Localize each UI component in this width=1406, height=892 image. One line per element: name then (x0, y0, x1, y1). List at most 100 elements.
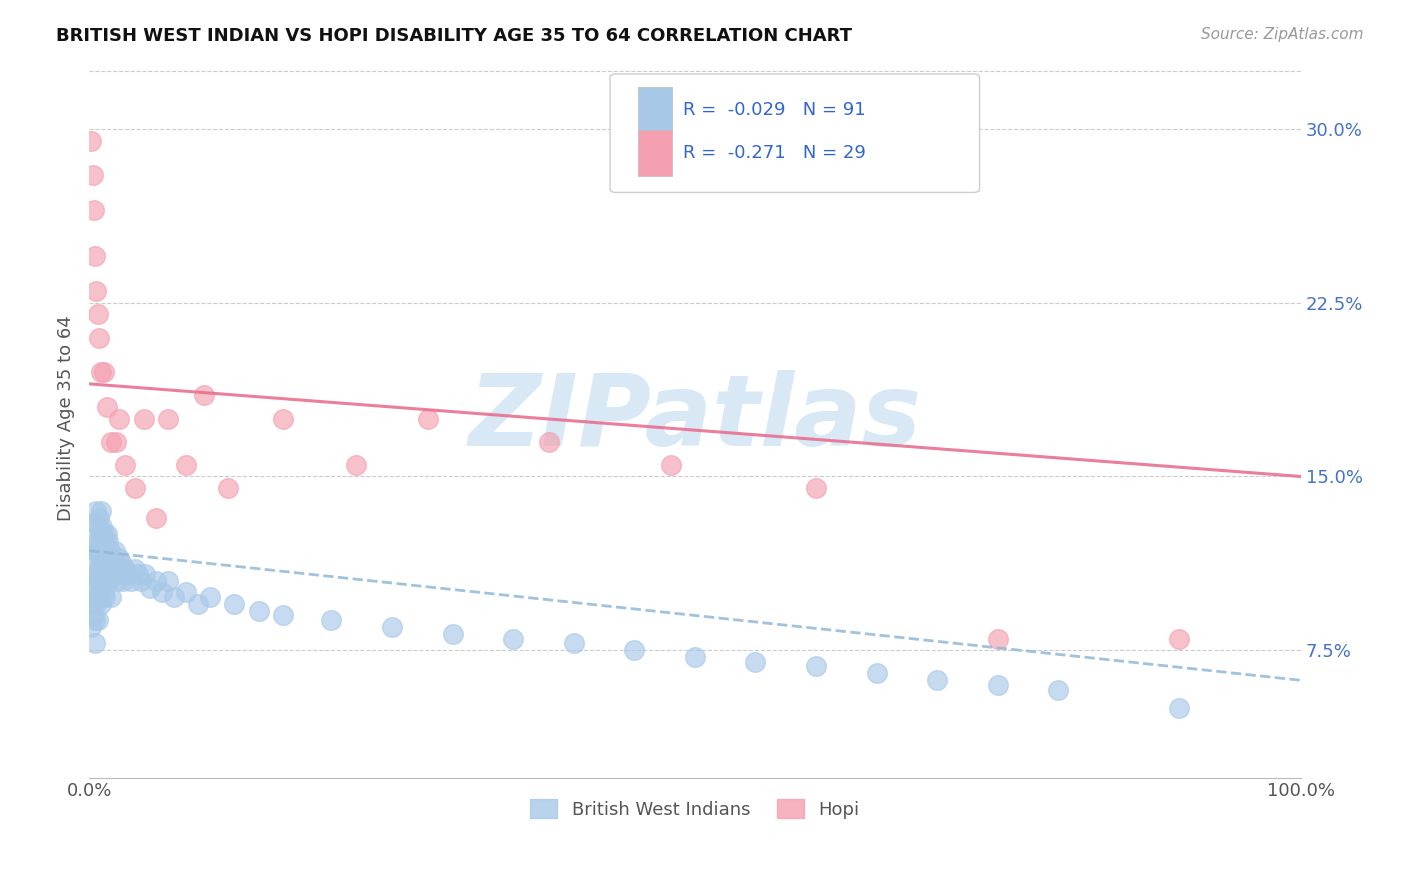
Point (1047, 682, 1070, 697)
Point (91, 520, 114, 534)
Point (124, 562, 146, 576)
Point (418, 411, 440, 425)
Point (114, 562, 136, 576)
Point (1168, 632, 1191, 646)
Point (174, 458, 197, 472)
Point (91, 566, 114, 581)
Point (134, 566, 156, 581)
Point (659, 458, 682, 472)
Point (247, 604, 270, 618)
Point (89, 527, 111, 541)
Point (86, 590, 108, 604)
Point (804, 481, 827, 495)
Point (83, 585, 105, 599)
Point (271, 411, 294, 425)
Point (84, 590, 107, 604)
Point (84, 636, 107, 650)
Point (86, 566, 108, 581)
Point (90, 550, 112, 565)
Point (86, 534, 108, 549)
Point (150, 585, 173, 599)
Point (86, 284, 108, 298)
Point (83, 608, 105, 623)
Point (93, 527, 115, 541)
Point (86, 558, 108, 572)
Point (344, 458, 367, 472)
Point (987, 632, 1010, 646)
Point (101, 550, 124, 565)
Point (96, 562, 118, 576)
Point (127, 566, 149, 581)
Point (193, 388, 215, 402)
Point (321, 613, 343, 627)
Text: BRITISH WEST INDIAN VS HOPI DISABILITY AGE 35 TO 64 CORRELATION CHART: BRITISH WEST INDIAN VS HOPI DISABILITY A… (56, 27, 852, 45)
Point (90, 504, 112, 518)
Point (91, 543, 114, 558)
Point (86, 613, 108, 627)
Point (744, 655, 766, 669)
Point (111, 574, 134, 588)
Point (97, 534, 120, 549)
Point (90, 534, 112, 549)
Point (90, 574, 112, 588)
Point (200, 590, 222, 604)
Point (124, 481, 146, 495)
Legend: British West Indians, Hopi: British West Indians, Hopi (523, 792, 868, 826)
Point (84, 543, 107, 558)
Point (145, 574, 167, 588)
Point (121, 574, 143, 588)
FancyBboxPatch shape (610, 74, 980, 193)
Point (138, 581, 160, 595)
Point (217, 481, 239, 495)
Point (97, 574, 120, 588)
Point (94, 534, 117, 549)
FancyBboxPatch shape (638, 87, 672, 133)
Point (87, 511, 110, 525)
Text: R =  -0.271   N = 29: R = -0.271 N = 29 (683, 144, 866, 162)
Point (90, 597, 112, 611)
Point (117, 566, 139, 581)
Point (83, 539, 105, 553)
Point (86, 520, 108, 534)
Point (82, 574, 104, 588)
Point (93, 365, 115, 379)
Point (271, 608, 294, 623)
Point (865, 666, 887, 681)
Point (174, 585, 197, 599)
Point (93, 585, 115, 599)
Point (94, 543, 117, 558)
Point (82, 169, 104, 183)
Point (96, 527, 118, 541)
Point (93, 550, 115, 565)
Point (94, 574, 117, 588)
Point (100, 434, 122, 449)
Point (82, 597, 104, 611)
Point (86, 543, 108, 558)
Point (156, 411, 179, 425)
Y-axis label: Disability Age 35 to 64: Disability Age 35 to 64 (58, 316, 75, 522)
Point (683, 650, 706, 665)
Point (94, 590, 117, 604)
Text: R =  -0.029   N = 91: R = -0.029 N = 91 (683, 101, 865, 119)
Point (156, 574, 179, 588)
Point (94, 558, 117, 572)
Point (108, 550, 131, 565)
Point (1168, 701, 1191, 715)
Point (100, 558, 122, 572)
Point (84, 613, 107, 627)
Point (83, 203, 105, 218)
Point (502, 632, 524, 646)
Point (804, 659, 827, 673)
Point (87, 574, 110, 588)
Point (562, 636, 585, 650)
Point (110, 566, 132, 581)
Point (89, 558, 111, 572)
Point (86, 597, 108, 611)
Point (100, 590, 122, 604)
Point (623, 643, 645, 657)
Point (84, 250, 107, 264)
Point (114, 458, 136, 472)
Point (98, 543, 121, 558)
FancyBboxPatch shape (638, 129, 672, 177)
Point (80, 134, 103, 148)
